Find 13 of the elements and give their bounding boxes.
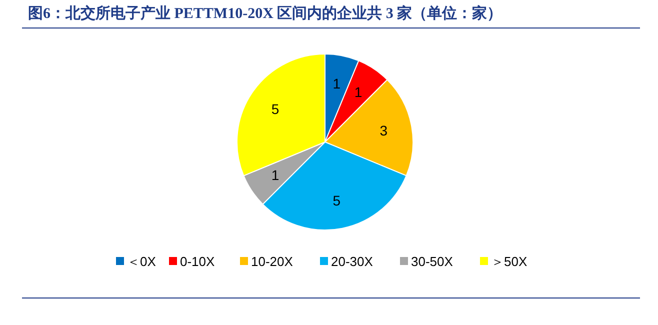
chart-title: 图6：北交所电子产业 PETTM10-20X 区间内的企业共 3 家（单位：家）	[28, 4, 502, 22]
data-label: 3	[380, 122, 388, 138]
legend-label: 0-10X	[180, 254, 216, 269]
legend-label: 30-50X	[411, 254, 454, 269]
legend-label: 20-30X	[331, 254, 374, 269]
data-label: 1	[354, 84, 362, 100]
data-label: 1	[332, 75, 341, 92]
legend-label: ＞50X	[491, 254, 528, 269]
legend-label: 10-20X	[251, 254, 294, 269]
data-label: 5	[271, 100, 280, 117]
data-label: 1	[271, 167, 280, 184]
legend-label: ＜0X	[127, 254, 156, 269]
data-label: 5	[332, 192, 341, 209]
